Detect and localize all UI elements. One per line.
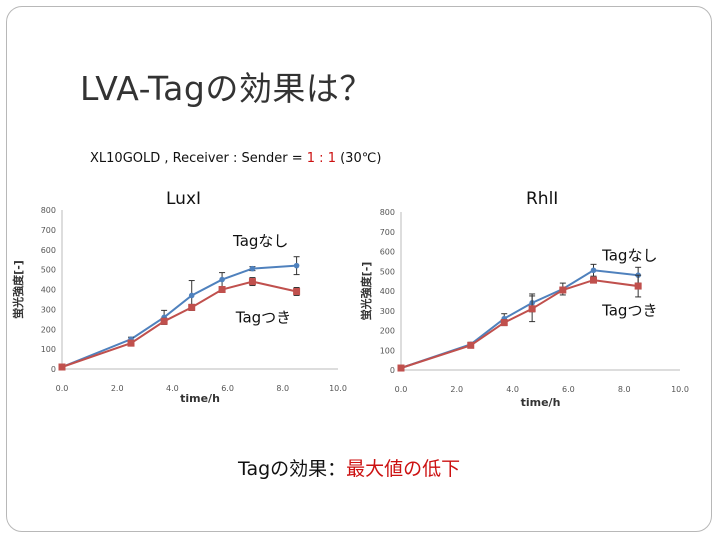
y-tick-label: 500 (41, 266, 56, 275)
y-tick-label: 0 (390, 366, 395, 375)
conclusion: Tagの効果：最大値の低下 (238, 454, 460, 481)
conclusion-highlight: 最大値の低下 (346, 458, 461, 480)
subtitle-main: XL10GOLD , Receiver : Sender = (90, 151, 303, 166)
data-point-tag-tsuki (248, 278, 256, 286)
y-tick-label: 800 (380, 208, 395, 217)
data-point-tag-tsuki (160, 317, 168, 325)
x-axis-label: time/h (180, 392, 220, 405)
data-point-tag-tsuki (293, 287, 301, 295)
y-axis-label: 蛍光強度[-] (359, 262, 373, 321)
subtitle-ratio: 1 : 1 (306, 151, 336, 166)
series-annotation: Tagなし (232, 232, 288, 250)
y-tick-label: 600 (380, 248, 395, 257)
x-tick-label: 10.0 (671, 385, 689, 394)
x-tick-label: 0.0 (395, 385, 408, 394)
y-tick-label: 400 (380, 287, 395, 296)
y-tick-label: 800 (41, 206, 56, 215)
y-tick-label: 0 (51, 365, 56, 374)
series-annotation: Tagなし (601, 246, 657, 264)
series-line-tag-tsuki (400, 279, 639, 369)
data-point-tag-nashi (293, 262, 300, 269)
x-axis-label: time/h (521, 396, 561, 409)
y-tick-label: 700 (380, 228, 395, 237)
y-tick-label: 500 (380, 267, 395, 276)
x-tick-label: 10.0 (329, 384, 347, 393)
data-point-tag-nashi (249, 265, 256, 272)
x-tick-label: 4.0 (166, 384, 179, 393)
x-tick-label: 2.0 (111, 384, 124, 393)
data-point-tag-tsuki (188, 303, 196, 311)
x-tick-label: 8.0 (618, 385, 631, 394)
x-tick-label: 0.0 (56, 384, 69, 393)
y-tick-label: 100 (41, 345, 56, 354)
y-tick-label: 700 (41, 226, 56, 235)
data-point-tag-tsuki (127, 339, 135, 347)
chart-title-luxi: LuxI (166, 189, 202, 209)
x-tick-label: 8.0 (276, 384, 289, 393)
data-point-tag-tsuki (397, 364, 405, 372)
data-point-tag-nashi (188, 292, 195, 299)
x-tick-label: 2.0 (450, 385, 463, 394)
y-tick-label: 400 (41, 286, 56, 295)
data-point-tag-tsuki (528, 305, 536, 313)
data-point-tag-nashi (590, 267, 597, 274)
data-point-tag-tsuki (634, 282, 642, 290)
y-axis-label: 蛍光強度[-] (11, 260, 25, 319)
data-point-tag-tsuki (218, 286, 226, 293)
data-point-tag-tsuki (467, 341, 475, 349)
data-point-tag-tsuki (590, 276, 598, 284)
data-point-tag-tsuki (58, 363, 66, 371)
x-tick-label: 4.0 (506, 385, 519, 394)
slide-title: LVA-Tagの効果は？ (80, 69, 373, 108)
series-annotation: Tagつき (601, 302, 657, 320)
chart-title-rhli: RhlI (526, 189, 559, 209)
y-tick-label: 300 (380, 307, 395, 316)
y-tick-label: 100 (380, 346, 395, 355)
x-tick-label: 6.0 (562, 385, 575, 394)
slide-frame (6, 6, 712, 532)
y-tick-label: 600 (41, 246, 56, 255)
subtitle-temp: (30℃) (340, 151, 382, 166)
data-point-tag-nashi (219, 276, 225, 283)
conclusion-label: Tagの効果： (238, 458, 347, 480)
data-point-tag-tsuki (559, 286, 567, 294)
data-point-tag-tsuki (500, 319, 508, 327)
y-tick-label: 200 (380, 327, 395, 336)
y-tick-label: 200 (41, 325, 56, 334)
y-tick-label: 300 (41, 305, 56, 314)
slide-subtitle: XL10GOLD , Receiver : Sender = 1 : 1 (30… (90, 151, 381, 166)
x-tick-label: 6.0 (221, 384, 234, 393)
series-annotation: Tagつき (235, 308, 291, 326)
